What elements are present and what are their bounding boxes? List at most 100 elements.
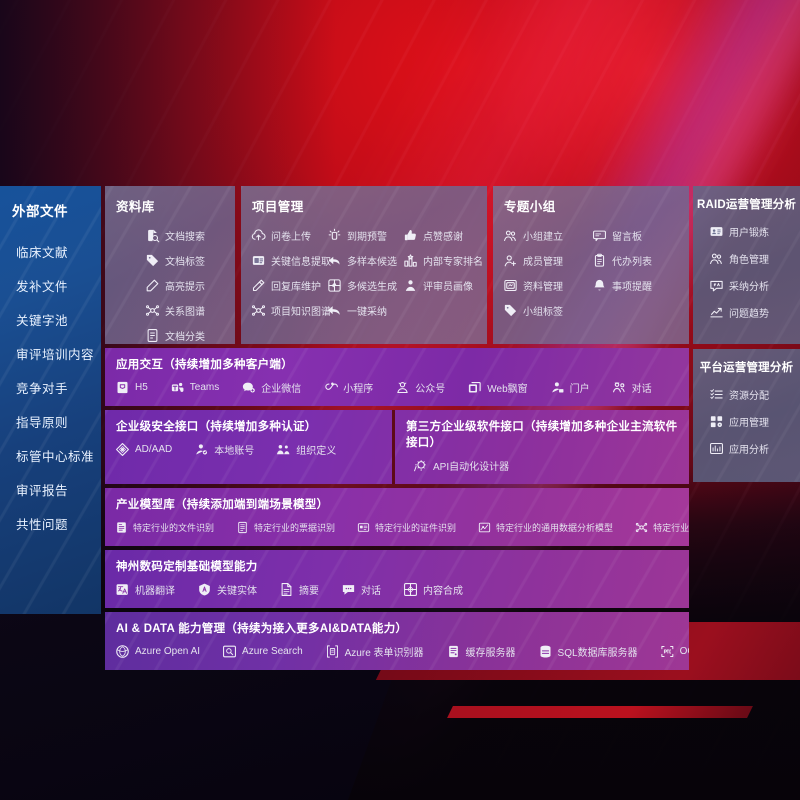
capability-item[interactable]: 特定行业的通用数据分析模型 xyxy=(478,516,613,538)
capability-item[interactable]: 多候选生成 xyxy=(327,273,403,298)
entity-icon xyxy=(197,582,212,597)
sidebar-item-0[interactable]: 临床文献 xyxy=(16,246,69,260)
capability-item[interactable]: 小组标签 xyxy=(503,298,592,323)
capability-item-label: 门户 xyxy=(569,383,590,395)
sidebar-item-7[interactable]: 审评报告 xyxy=(16,484,69,498)
capability-item[interactable]: 企业微信 xyxy=(241,376,301,398)
capability-item[interactable]: 代办列表 xyxy=(592,248,681,273)
capability-item[interactable]: 特定行业的证件识别 xyxy=(357,516,456,538)
capability-item[interactable]: AD/AAD xyxy=(115,438,172,460)
translate-icon xyxy=(115,582,130,597)
sidebar-item-8[interactable]: 共性问题 xyxy=(16,518,69,532)
capability-item[interactable]: 成员管理 xyxy=(503,248,592,273)
capability-item[interactable]: 点赞感谢 xyxy=(403,223,479,248)
capability-item-label: 内部专家排名 xyxy=(422,257,483,268)
capability-item[interactable]: 内容合成 xyxy=(403,578,463,600)
capability-item[interactable]: 内部专家排名 xyxy=(403,248,483,273)
capability-item[interactable]: 高亮提示 xyxy=(115,273,227,298)
capability-item[interactable]: 门户 xyxy=(550,376,590,398)
capability-item[interactable]: 文档标签 xyxy=(115,248,227,273)
capability-item[interactable]: 特定行业的票据识别 xyxy=(236,516,335,538)
capability-item-label: API自动化设计器 xyxy=(433,461,510,473)
analytics-icon xyxy=(709,441,724,456)
capability-item[interactable]: OCR xyxy=(660,640,689,662)
capability-item[interactable]: 应用管理 xyxy=(693,408,800,435)
capability-item-label: 问卷上传 xyxy=(271,232,311,243)
capability-item[interactable]: 用户锻炼 xyxy=(693,218,800,245)
capability-item[interactable]: 机器翻译 xyxy=(115,578,175,600)
band-title: AI & DATA 能力管理（持续为接入更多AI&DATA能力） xyxy=(116,623,408,635)
capability-item[interactable]: 关键实体 xyxy=(197,578,257,600)
capability-item-label: 小组标签 xyxy=(523,307,563,318)
miniprogram-icon xyxy=(323,380,339,395)
capability-item[interactable]: 项目知识图谱 xyxy=(251,298,331,323)
capability-item[interactable]: 特定行业的通用知识图谱模型 xyxy=(635,516,689,538)
card-title: 项目管理 xyxy=(252,200,304,214)
alarm-icon xyxy=(327,228,342,243)
capability-item-label: 一键采纳 xyxy=(346,307,387,318)
capability-item[interactable]: 评审员画像 xyxy=(403,273,479,298)
teams-icon xyxy=(170,380,185,395)
capability-item[interactable]: 缓存服务器 xyxy=(446,640,516,662)
capability-item[interactable]: Azure 表单识别器 xyxy=(325,640,424,662)
capability-item-label: 留言板 xyxy=(612,232,642,243)
sidebar-item-1[interactable]: 发补文件 xyxy=(16,280,69,294)
capability-item[interactable]: 特定行业的文件识别 xyxy=(115,516,214,538)
capability-item[interactable]: 留言板 xyxy=(592,223,681,248)
capability-item[interactable]: 回复库维护 xyxy=(251,273,327,298)
capability-item[interactable]: Teams xyxy=(170,376,219,398)
capability-item[interactable]: 文档分类 xyxy=(115,323,227,344)
sidebar-item-4[interactable]: 竞争对手 xyxy=(16,382,69,396)
openai-icon xyxy=(115,644,130,659)
capability-item[interactable]: API自动化设计器 xyxy=(413,454,509,476)
capability-item[interactable]: 问题趋势 xyxy=(693,299,800,326)
capability-item[interactable]: 事项提醒 xyxy=(592,273,681,298)
api-gear-icon xyxy=(413,458,428,473)
capability-item[interactable]: 公众号 xyxy=(395,376,445,398)
sidebar-item-2[interactable]: 关键字池 xyxy=(16,314,69,328)
capability-item[interactable]: 到期预警 xyxy=(327,223,403,248)
form-recognizer-icon xyxy=(325,644,340,659)
cloud-upload-icon xyxy=(251,228,266,243)
capability-item[interactable]: 角色管理 xyxy=(693,245,800,272)
sidebar-item-3[interactable]: 审评培训内容 xyxy=(16,348,95,362)
sql-db-icon xyxy=(538,644,553,659)
capability-item[interactable]: 对话 xyxy=(341,578,381,600)
capability-item-label: 组织定义 xyxy=(296,445,337,457)
capability-item[interactable]: 摘要 xyxy=(279,578,319,600)
capability-item[interactable]: 关系图谱 xyxy=(115,298,227,323)
capability-item[interactable]: Web飘窗 xyxy=(467,376,528,398)
capability-item[interactable]: 资源分配 xyxy=(693,381,800,408)
capability-item[interactable]: 关键信息提取 xyxy=(251,248,331,273)
capability-item-label: 回复库维护 xyxy=(271,282,321,293)
capability-item[interactable]: 对话 xyxy=(612,376,652,398)
task-list-icon xyxy=(709,387,724,402)
capability-item[interactable]: 问卷上传 xyxy=(251,223,327,248)
capability-item[interactable]: 采纳分析 xyxy=(693,272,800,299)
official-account-icon xyxy=(395,380,410,395)
sidebar-item-5[interactable]: 指导原则 xyxy=(16,416,69,430)
capability-item-label: 小组建立 xyxy=(523,232,563,243)
right-card-1: RAID运营管理分析 用户锻炼 角色管理 采纳分析 问题趋势 xyxy=(693,186,800,344)
capability-item[interactable]: 资料管理 xyxy=(503,273,592,298)
capability-item[interactable]: 小程序 xyxy=(323,376,373,398)
capability-item[interactable]: 文档搜索 xyxy=(115,223,227,248)
wecom-icon xyxy=(241,380,256,395)
capability-item[interactable]: 应用分析 xyxy=(693,435,800,462)
card-3: 专题小组 小组建立 留言板 成员管理 代办列表 资料管理 事项提醒 小组标签 xyxy=(493,186,689,344)
capability-item[interactable]: 本地账号 xyxy=(194,438,254,460)
capability-item[interactable]: 小组建立 xyxy=(503,223,592,248)
sidebar-item-6[interactable]: 标管中心标准 xyxy=(16,450,95,464)
card-1: 资料库 文档搜索 文档标签 高亮提示 关系图谱 文档分类 xyxy=(105,186,235,344)
portal-icon xyxy=(550,380,565,395)
capability-item[interactable]: 组织定义 xyxy=(276,438,336,460)
capability-item[interactable]: SQL数据库服务器 xyxy=(538,640,638,662)
capability-item[interactable]: Azure Open AI xyxy=(115,640,200,662)
capability-item[interactable]: H5 xyxy=(115,376,148,398)
capability-item-label: SQL数据库服务器 xyxy=(557,647,638,659)
capability-item[interactable]: Azure Search xyxy=(222,640,303,662)
capability-item[interactable]: 一键采纳 xyxy=(327,298,403,323)
band-title: 产业模型库（持续添加端到端场景模型） xyxy=(116,499,329,511)
capability-item-label: 机器翻译 xyxy=(135,585,175,597)
capability-item[interactable]: 多样本候选 xyxy=(327,248,403,273)
